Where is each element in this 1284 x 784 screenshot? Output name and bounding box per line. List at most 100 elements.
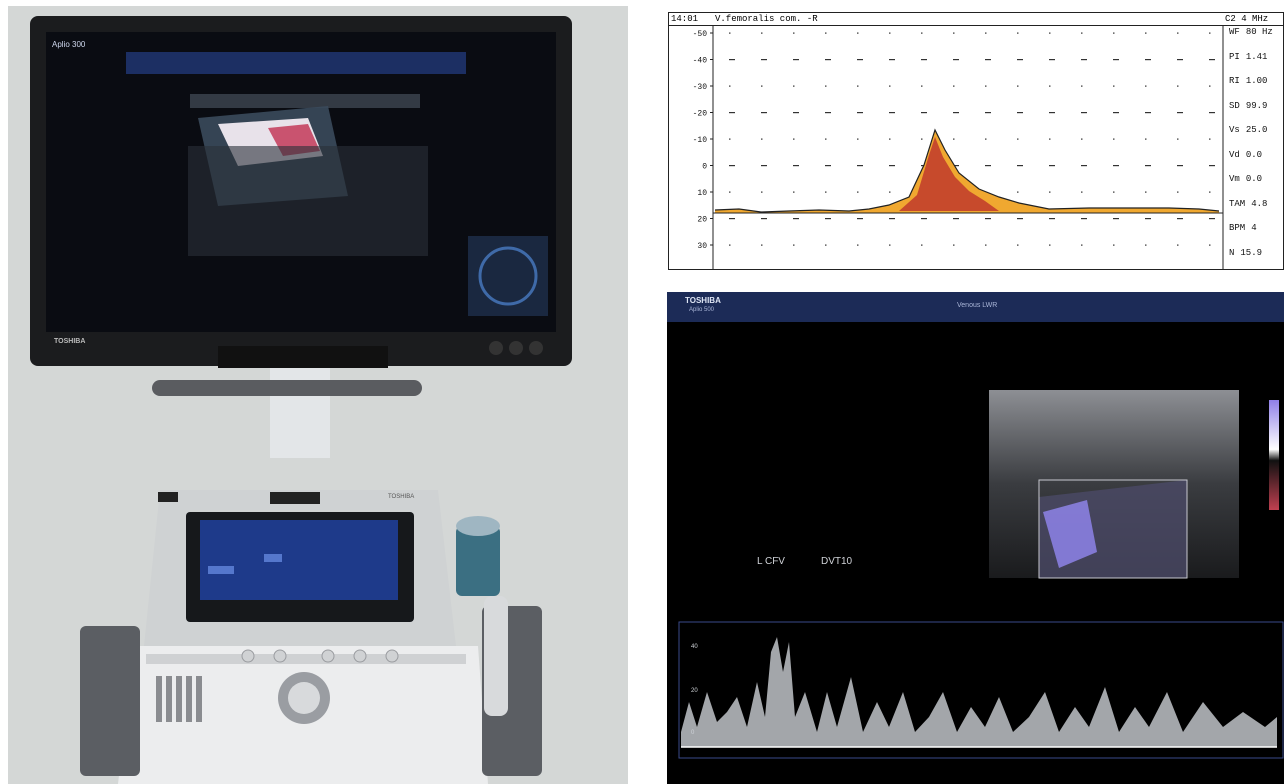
ultrasound-screen: TOSHIBA Aplio 500 Venous LWR L CFV DVT10… (667, 292, 1284, 784)
spectrum-ytick: -40 (693, 57, 708, 66)
grid-dot (1145, 165, 1151, 167)
doppler-window (678, 621, 1284, 759)
spectrum-ytick: -20 (693, 110, 708, 119)
grid-dot (1113, 112, 1119, 114)
grid-dot (761, 244, 763, 246)
grid-dot (1081, 244, 1083, 246)
measurement-row: N 15.9 (1229, 247, 1283, 270)
grid-dot (761, 32, 763, 34)
grid-dot (1113, 165, 1119, 167)
grid-dot (953, 112, 959, 114)
grid-dot (1113, 138, 1115, 140)
grid-dot (953, 218, 959, 220)
grid-dot (857, 244, 859, 246)
us-model-label: Aplio 500 (689, 307, 715, 313)
grid-dot (889, 32, 891, 34)
grid-dot (729, 165, 735, 167)
spectrum-ytick: 10 (697, 189, 707, 198)
us-ytick-40: 40 (691, 644, 698, 650)
spectrum-fill-high (899, 137, 999, 211)
measurement-value: 0.0 (1245, 174, 1263, 184)
grid-dot (793, 112, 799, 114)
grid-dot (1017, 32, 1019, 34)
measurement-label: TAM (1229, 198, 1246, 209)
measurement-label: N (1229, 247, 1235, 258)
spectrum-ytick: 30 (697, 242, 707, 251)
grid-dot (793, 32, 795, 34)
grid-dot (985, 218, 991, 220)
grid-dot (889, 85, 891, 87)
measurement-row: SD 99.9 (1229, 100, 1283, 126)
grid-dot (825, 165, 831, 167)
measurement-panel: WF 80 Hz PI 1.41 RI 1.00 SD 99.9 Vs 25.0 Vd 0.0 Vm 0.… (1229, 27, 1283, 270)
grid-dot (793, 165, 799, 167)
grid-dot (889, 165, 895, 167)
grid-dot (1017, 59, 1023, 61)
gel-bottle (456, 526, 500, 596)
grid-dot (1209, 165, 1215, 167)
grid-dot (985, 165, 991, 167)
grid-dot (1177, 218, 1183, 220)
us-brand-label: TOSHIBA (685, 296, 721, 305)
probe-label: C2 4 MHz (1225, 14, 1269, 24)
spectrum-ytick: 0 (702, 163, 707, 172)
grid-dot (1081, 191, 1083, 193)
measurement-label: BPM (1229, 223, 1246, 233)
measurement-value: 99.9 (1245, 100, 1268, 111)
grid-dot (985, 59, 991, 61)
grid-dot (1177, 32, 1179, 34)
grid-dot (1209, 244, 1211, 246)
monitor-brand-label: TOSHIBA (54, 338, 86, 345)
measurement-label: SD (1229, 100, 1240, 111)
grid-dot (889, 218, 895, 220)
measurement-label: Vm (1229, 174, 1240, 184)
measurement-value: 25.0 (1245, 125, 1268, 135)
grid-dot (1049, 165, 1055, 167)
grid-dot (1209, 191, 1211, 193)
grid-dot (1081, 138, 1083, 140)
grid-dot (985, 244, 987, 246)
us-label-left: L CFV (757, 556, 785, 567)
grid-dot (729, 191, 731, 193)
grid-dot (953, 244, 955, 246)
grid-dot (1209, 32, 1211, 34)
measurement-label: Vs (1229, 125, 1240, 135)
grid-dot (729, 59, 735, 61)
grid-dot (1049, 59, 1055, 61)
grid-dot (857, 191, 859, 193)
doppler-header: 14:01 V.femoralis com. -R C2 4 MHz (669, 13, 1283, 26)
grid-dot (1177, 191, 1179, 193)
grid-dot (793, 244, 795, 246)
grid-dot (1081, 112, 1087, 114)
measurement-row: TAM 4.8 (1229, 198, 1283, 224)
grid-dot (1049, 112, 1055, 114)
grid-dot (857, 138, 859, 140)
grid-dot (1145, 244, 1147, 246)
measurement-label: RI (1229, 76, 1240, 86)
grid-dot (825, 85, 827, 87)
grid-dot (1145, 218, 1151, 220)
measurement-row: Vs 25.0 (1229, 125, 1283, 150)
grid-dot (1081, 85, 1083, 87)
grid-dot (761, 165, 767, 167)
grid-dot (953, 32, 955, 34)
grid-dot (985, 112, 991, 114)
grid-dot (921, 138, 923, 140)
handle-bar (152, 380, 422, 396)
grid-dot (857, 32, 859, 34)
grid-dot (793, 138, 795, 140)
grid-dot (1113, 244, 1115, 246)
grid-dot (1081, 218, 1087, 220)
grid-dot (1017, 112, 1023, 114)
grid-dot (921, 85, 923, 87)
grid-dot (889, 138, 891, 140)
grid-dot (1113, 59, 1119, 61)
us-label-right: DVT10 (821, 556, 853, 567)
spectrum-plot: -50 -40 -30 -20 -10 0 10 20 30 (693, 25, 1224, 269)
grid-dot (921, 32, 923, 34)
us-header-bar: TOSHIBA Aplio 500 Venous LWR (667, 292, 1284, 322)
grid-dot (825, 244, 827, 246)
measurement-value: 80 Hz (1245, 27, 1273, 37)
grid-dot (825, 32, 827, 34)
spectrum-ytick: -50 (693, 30, 708, 39)
